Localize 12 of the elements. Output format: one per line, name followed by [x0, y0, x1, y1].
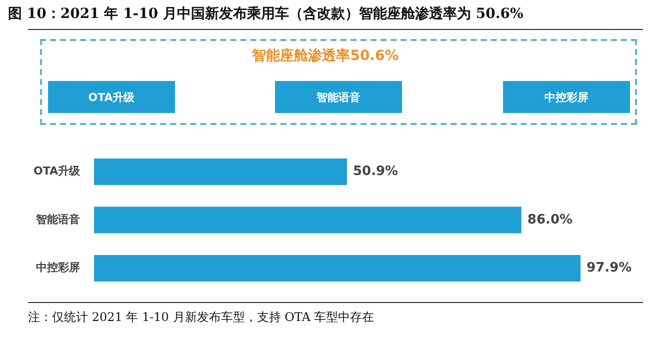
- label-box: 智能语音: [275, 81, 402, 113]
- y-tick-label: 智能语音: [35, 212, 80, 226]
- text: 注：仅统计 2021 年 1-10 月新发布车型，支持 OTA 车型中存在: [28, 309, 374, 326]
- y-tick-label: 中控彩屏: [36, 261, 80, 274]
- label-box: 中控彩屏: [503, 81, 630, 113]
- chart-title: 图 10：2021 年 1-10 月中国新发布乘用车（含改款）智能座舱渗透率为 50.6%: [8, 5, 524, 23]
- text: 智能座舱渗透率50.6%: [251, 47, 400, 65]
- label-box: OTA升级: [48, 81, 175, 113]
- data-label: 86.0%: [527, 212, 573, 228]
- data-label: 97.9%: [586, 260, 632, 276]
- y-tick-label: OTA升级: [33, 164, 81, 178]
- data-label: 50.9%: [352, 164, 398, 180]
